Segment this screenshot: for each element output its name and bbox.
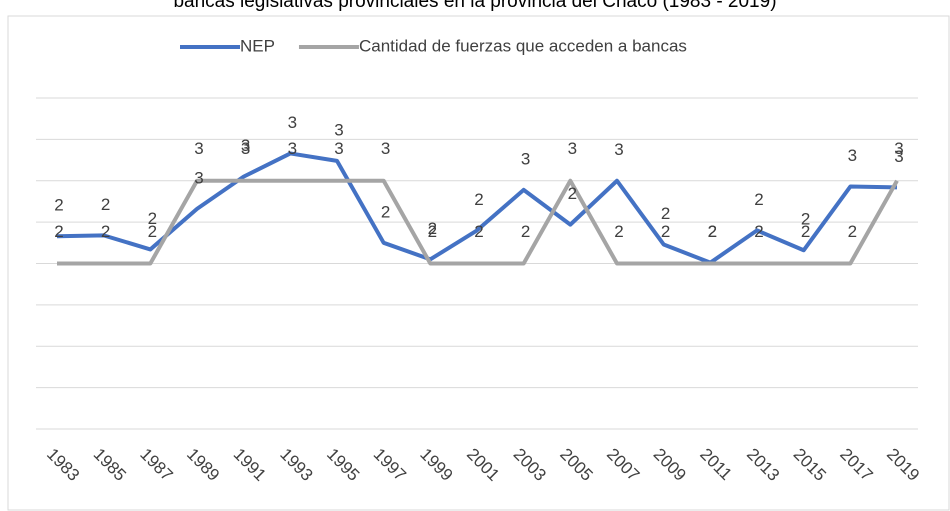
x-tick-label: 2017 xyxy=(836,445,876,485)
x-tick-label: 2007 xyxy=(603,445,643,485)
data-label: 3 xyxy=(568,139,577,158)
data-label: 2 xyxy=(148,209,157,228)
x-tick-label: 2009 xyxy=(650,445,690,485)
legend-label: NEP xyxy=(240,36,275,55)
x-tick-label: 1993 xyxy=(276,445,316,485)
data-label: 3 xyxy=(334,139,343,158)
data-label: 2 xyxy=(428,219,437,238)
data-label: 3 xyxy=(288,139,297,158)
data-label: 2 xyxy=(428,222,437,241)
x-tick-label: 2019 xyxy=(883,445,923,485)
x-tick-label: 1999 xyxy=(416,445,456,485)
legend-label: Cantidad de fuerzas que acceden a bancas xyxy=(359,36,687,55)
data-label: 2 xyxy=(754,222,763,241)
x-tick-label: 1995 xyxy=(323,445,363,485)
data-label: 2 xyxy=(754,190,763,209)
data-label: 3 xyxy=(194,168,203,187)
data-label: 2 xyxy=(101,222,110,241)
x-tick-label: 2013 xyxy=(743,445,783,485)
data-label: 3 xyxy=(894,139,903,158)
data-label: 2 xyxy=(54,222,63,241)
data-label: 3 xyxy=(241,139,250,158)
data-label: 2 xyxy=(521,222,530,241)
data-label: 2 xyxy=(661,204,670,223)
data-label: 2 xyxy=(708,222,717,241)
series-line xyxy=(57,178,899,266)
data-label: 3 xyxy=(288,113,297,132)
data-label: 3 xyxy=(241,136,250,155)
data-label: 2 xyxy=(568,184,577,203)
data-label: 2 xyxy=(708,222,717,241)
chart-border xyxy=(7,15,950,511)
data-label: 2 xyxy=(474,222,483,241)
chart-title: bancas legislativas provinciales en la p… xyxy=(173,0,776,12)
x-tick-label: 1989 xyxy=(183,445,223,485)
x-tick-label: 2015 xyxy=(790,445,830,485)
series-line xyxy=(56,151,898,265)
data-label: 2 xyxy=(848,222,857,241)
data-label: 2 xyxy=(801,222,810,241)
x-tick-label: 1983 xyxy=(43,445,83,485)
data-label: 3 xyxy=(194,139,203,158)
data-label: 3 xyxy=(848,146,857,165)
x-tick-label: 2003 xyxy=(510,445,550,485)
x-tick-label: 1997 xyxy=(370,445,410,485)
data-label: 2 xyxy=(54,196,63,215)
data-label: 3 xyxy=(381,139,390,158)
x-tick-label: 2005 xyxy=(556,445,596,485)
data-label: 3 xyxy=(614,140,623,159)
data-label: 2 xyxy=(801,210,810,229)
data-label: 3 xyxy=(521,149,530,168)
data-label: 3 xyxy=(334,120,343,139)
data-label: 2 xyxy=(614,222,623,241)
data-label: 2 xyxy=(148,222,157,241)
x-tick-label: 1987 xyxy=(136,445,176,485)
x-tick-label: 1985 xyxy=(90,445,130,485)
data-label: 2 xyxy=(661,222,670,241)
data-label: 3 xyxy=(894,147,903,166)
x-tick-label: 2001 xyxy=(463,445,503,485)
data-label: 2 xyxy=(101,195,110,214)
x-tick-label: 2011 xyxy=(696,445,735,484)
data-label: 2 xyxy=(474,190,483,209)
x-tick-label: 1991 xyxy=(230,445,270,485)
data-label: 2 xyxy=(381,202,390,221)
